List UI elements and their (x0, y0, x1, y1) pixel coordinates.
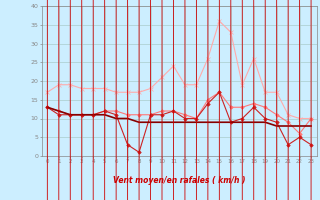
X-axis label: Vent moyen/en rafales ( km/h ): Vent moyen/en rafales ( km/h ) (113, 176, 245, 185)
